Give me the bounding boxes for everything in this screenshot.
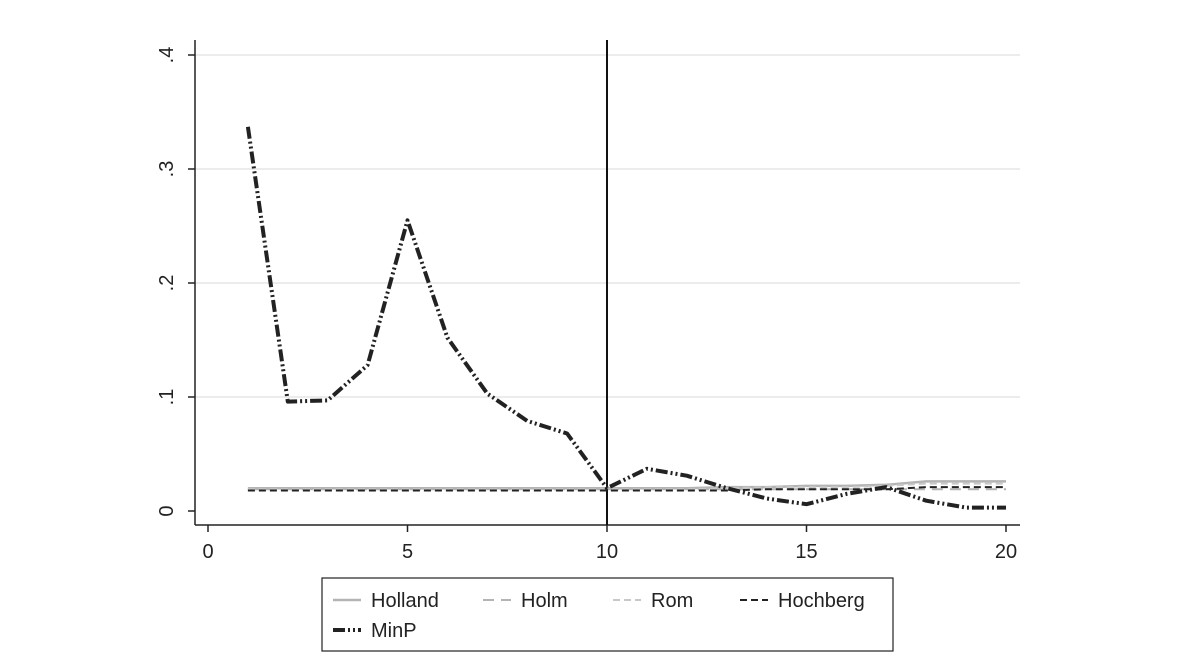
y-tick-label: .1 — [156, 389, 178, 406]
x-tick-label: 10 — [596, 541, 618, 563]
legend-label-rom: Rom — [651, 590, 693, 612]
y-tick-label: 0 — [156, 505, 178, 516]
legend: Holland Holm Rom Hochberg MinP — [321, 577, 894, 652]
y-tick-label: .2 — [156, 275, 178, 292]
legend-label-holland: Holland — [371, 590, 439, 612]
series-line-holland — [247, 480, 1006, 490]
x-tick-label: 15 — [795, 541, 817, 563]
legend-box — [321, 577, 894, 652]
x-tick-label: 0 — [202, 541, 213, 563]
x-tick-label: 20 — [995, 541, 1017, 563]
series-line-minp — [245, 126, 1006, 510]
legend-label-minp: MinP — [371, 620, 417, 642]
legend-label-hochberg: Hochberg — [778, 590, 865, 612]
x-tick-label: 5 — [402, 541, 413, 563]
legend-label-holm: Holm — [521, 590, 568, 612]
series-line-rom — [247, 482, 1006, 491]
y-tick-label: .3 — [156, 161, 178, 178]
y-tick-label: .4 — [156, 47, 178, 64]
series-lines — [245, 126, 1006, 510]
